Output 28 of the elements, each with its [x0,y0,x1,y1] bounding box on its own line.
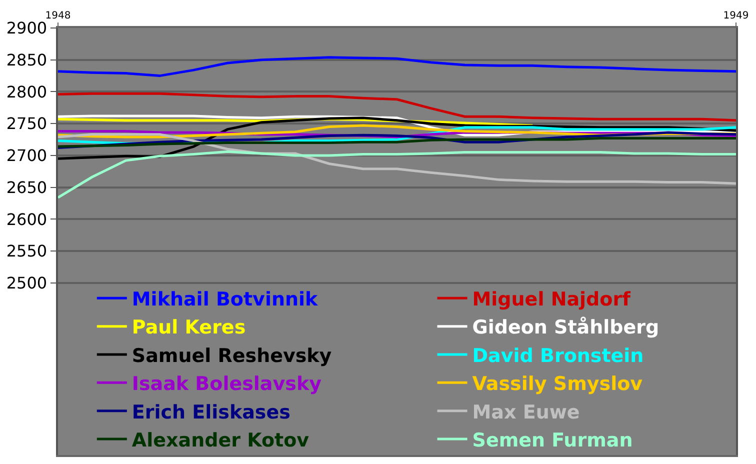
line-series [58,92,736,122]
y-tick-label: 2800 [6,82,48,102]
legend-label: Alexander Kotov [132,429,310,452]
y-tick-label: 2850 [6,50,48,70]
legend-label: Mikhail Botvinnik [132,288,318,311]
y-tick-label: 2900 [6,18,48,38]
line-series [58,133,736,185]
legend-label: David Bronstein [472,344,644,367]
legend-label: Semen Furman [472,429,633,452]
x-tick-label: 1949 [723,10,749,22]
legend-label: Miguel Najdorf [472,288,632,311]
legend-label: Erich Eliskases [132,401,290,424]
y-tick-label: 2600 [6,210,48,229]
y-tick-label: 2750 [6,114,48,134]
x-tick-label: 1948 [45,10,71,22]
legend-label: Gideon Ståhlberg [472,316,660,339]
y-tick-label: 2700 [6,146,48,166]
y-tick-label: 2650 [6,178,48,197]
legend-label: Vassily Smyslov [472,373,644,396]
line-series [58,56,736,78]
legend-label: Max Euwe [472,401,580,424]
y-tick-label: 2500 [6,274,48,293]
legend-label: Paul Keres [132,316,246,339]
legend-label: Isaak Boleslavsky [132,373,322,396]
line-series [58,137,736,148]
y-tick-label: 2550 [6,242,48,261]
legend-label: Samuel Reshevsky [132,344,332,367]
line-series [58,150,736,199]
